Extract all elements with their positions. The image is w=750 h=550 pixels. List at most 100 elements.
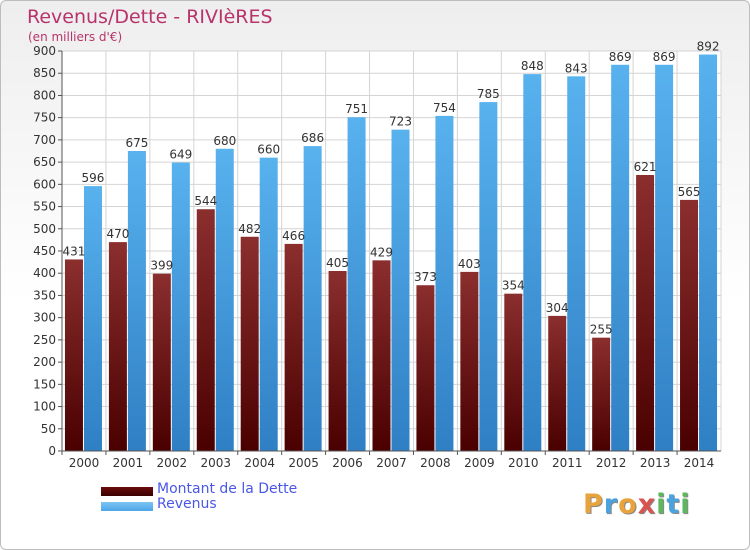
legend-label-revenus: Revenus bbox=[157, 496, 217, 512]
logo-letter: o bbox=[618, 489, 638, 520]
debt-value-label: 354 bbox=[502, 279, 525, 293]
x-tick-label: 2004 bbox=[244, 456, 275, 470]
axis-layer: 0 50 100 150 200 250 300 350 400 450 500 550 600 650 7… bbox=[33, 44, 721, 470]
y-tick-label: 200 bbox=[33, 355, 56, 369]
revenus-bar bbox=[347, 117, 366, 451]
debt-value-label: 565 bbox=[678, 185, 701, 199]
x-tick-label: 2000 bbox=[69, 456, 100, 470]
revenus-value-label: 649 bbox=[169, 148, 192, 162]
debt-value-label: 466 bbox=[282, 229, 305, 243]
x-tick-label: 2001 bbox=[113, 456, 144, 470]
revenus-value-label: 869 bbox=[653, 50, 676, 64]
debt-bar bbox=[636, 175, 655, 451]
logo-letter: i bbox=[656, 489, 667, 520]
legend-label-debt: Montant de la Dette bbox=[157, 481, 298, 497]
debt-bar bbox=[240, 236, 259, 451]
debt-value-label: 304 bbox=[546, 301, 569, 315]
revenus-value-label: 843 bbox=[565, 61, 588, 75]
logo-letter: t bbox=[666, 489, 681, 520]
revenus-bar bbox=[171, 162, 190, 452]
debt-value-label: 429 bbox=[370, 245, 393, 259]
logo-letter: r bbox=[603, 489, 619, 520]
debt-value-label: 255 bbox=[590, 323, 613, 337]
debt-bar bbox=[196, 209, 215, 451]
bar-layer bbox=[64, 54, 718, 452]
revenus-value-label: 754 bbox=[433, 101, 456, 115]
debt-value-label: 621 bbox=[634, 160, 657, 174]
debt-bar bbox=[108, 242, 127, 451]
logo-letter: x bbox=[637, 489, 657, 520]
y-tick-label: 800 bbox=[33, 88, 56, 102]
y-tick-label: 900 bbox=[33, 44, 56, 58]
revenus-bar bbox=[215, 148, 234, 451]
y-tick-label: 300 bbox=[33, 311, 56, 325]
revenus-bar bbox=[655, 64, 674, 452]
debt-bar bbox=[504, 293, 523, 451]
x-tick-label: 2013 bbox=[640, 456, 671, 470]
y-tick-label: 0 bbox=[48, 444, 56, 458]
revenus-bar bbox=[83, 186, 102, 451]
legend-swatch-debt bbox=[101, 487, 153, 496]
debt-value-label: 431 bbox=[63, 244, 86, 258]
revenus-value-label: 660 bbox=[257, 143, 280, 157]
y-tick-label: 600 bbox=[33, 177, 56, 191]
debt-value-label: 482 bbox=[238, 222, 261, 236]
x-tick-label: 2002 bbox=[157, 456, 188, 470]
x-tick-label: 2009 bbox=[464, 456, 495, 470]
revenus-value-label: 596 bbox=[82, 171, 105, 185]
debt-bar bbox=[64, 259, 83, 451]
revenus-bar bbox=[391, 129, 410, 451]
revenus-value-label: 686 bbox=[301, 131, 324, 145]
revenus-bar bbox=[567, 76, 586, 451]
revenus-bar bbox=[303, 146, 322, 451]
logo-letter: i bbox=[680, 489, 691, 520]
x-tick-label: 2014 bbox=[684, 456, 715, 470]
x-tick-label: 2006 bbox=[332, 456, 363, 470]
debt-value-label: 544 bbox=[194, 194, 217, 208]
x-tick-label: 2008 bbox=[420, 456, 451, 470]
revenus-bar bbox=[523, 74, 542, 451]
revenus-value-label: 680 bbox=[213, 134, 236, 148]
y-tick-label: 150 bbox=[33, 377, 56, 391]
logo-letter: P bbox=[583, 489, 604, 520]
revenus-bar bbox=[479, 102, 498, 451]
y-tick-label: 450 bbox=[33, 244, 56, 258]
revenus-value-label: 869 bbox=[609, 50, 632, 64]
debt-bar bbox=[416, 285, 435, 451]
revenus-value-label: 892 bbox=[697, 40, 720, 54]
debt-value-label: 399 bbox=[150, 259, 173, 273]
revenus-bar bbox=[611, 64, 630, 452]
x-tick-label: 2003 bbox=[200, 456, 231, 470]
y-tick-label: 400 bbox=[33, 266, 56, 280]
debt-bar bbox=[284, 243, 303, 451]
y-tick-label: 250 bbox=[33, 333, 56, 347]
debt-bar bbox=[328, 271, 347, 451]
x-tick-label: 2012 bbox=[596, 456, 627, 470]
y-tick-label: 550 bbox=[33, 200, 56, 214]
debt-value-label: 405 bbox=[326, 256, 349, 270]
y-tick-label: 350 bbox=[33, 288, 56, 302]
x-tick-label: 2005 bbox=[288, 456, 319, 470]
debt-value-label: 470 bbox=[106, 227, 129, 241]
revenus-bar bbox=[435, 115, 454, 451]
debt-bar bbox=[592, 337, 611, 451]
debt-bar bbox=[548, 315, 567, 451]
y-tick-label: 500 bbox=[33, 222, 56, 236]
label-layer: 431 596 470 675 399 649 544 680 482 660 466 686 405 7… bbox=[63, 40, 720, 337]
revenus-bar bbox=[259, 157, 278, 451]
proxiti-logo: Proxiti bbox=[583, 489, 691, 520]
y-tick-label: 650 bbox=[33, 155, 56, 169]
y-tick-label: 750 bbox=[33, 111, 56, 125]
revenus-value-label: 785 bbox=[477, 87, 500, 101]
y-tick-label: 700 bbox=[33, 133, 56, 147]
revenus-value-label: 751 bbox=[345, 102, 368, 116]
chart-subtitle: (en milliers d'€) bbox=[28, 30, 123, 44]
x-tick-label: 2010 bbox=[508, 456, 539, 470]
revenus-value-label: 675 bbox=[125, 136, 148, 150]
x-tick-label: 2007 bbox=[376, 456, 407, 470]
revenus-bar bbox=[699, 54, 718, 452]
revenus-value-label: 723 bbox=[389, 115, 412, 129]
debt-bar bbox=[680, 199, 699, 451]
debt-bar bbox=[372, 260, 391, 451]
